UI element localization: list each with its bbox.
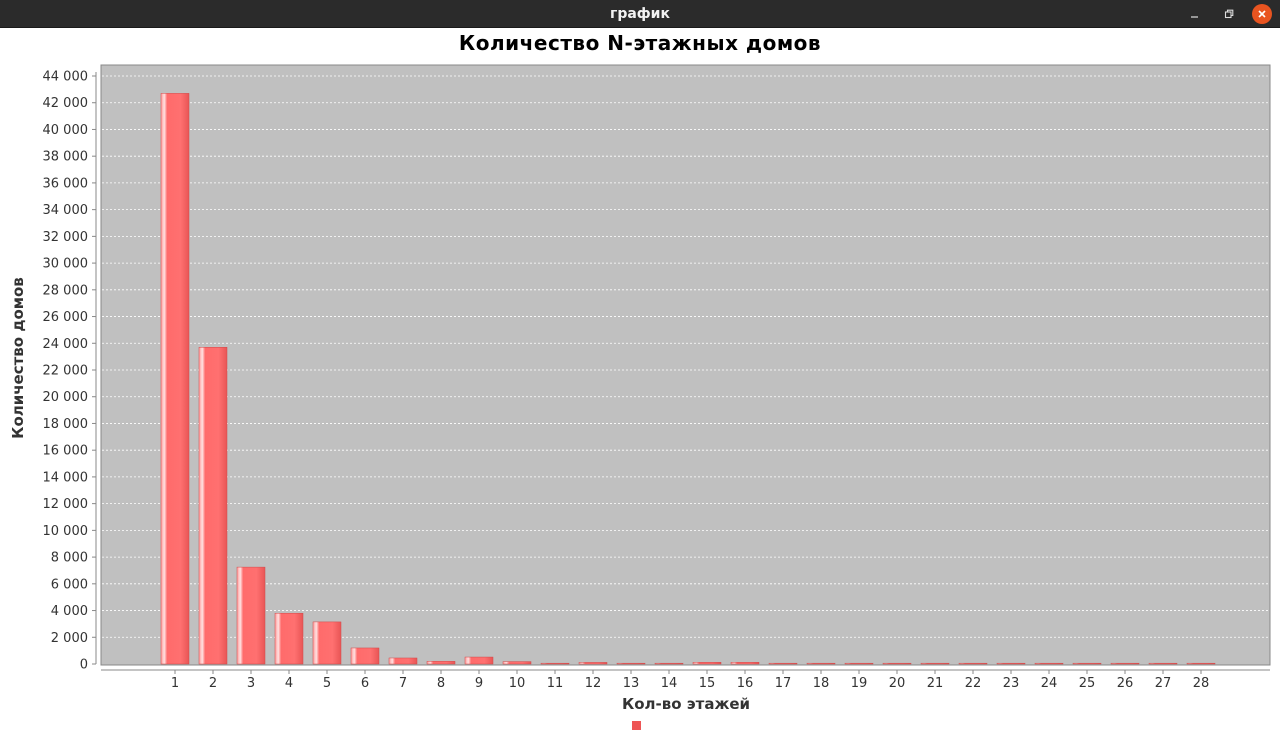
x-tick-label: 10 [509, 676, 526, 691]
x-tick-label: 5 [323, 676, 331, 691]
bar [1072, 662, 1102, 665]
y-tick-label: 16 000 [43, 444, 89, 459]
x-tick-label: 26 [1117, 676, 1134, 691]
bar [806, 662, 836, 665]
bar [388, 657, 418, 665]
x-tick-label: 11 [547, 676, 564, 691]
bar [578, 662, 608, 665]
bar [274, 612, 304, 665]
x-tick-label: 28 [1193, 676, 1210, 691]
x-tick-label: 21 [927, 676, 944, 691]
y-tick-label: 30 000 [43, 257, 89, 272]
bar [198, 347, 228, 665]
window-titlebar: график [0, 0, 1280, 28]
y-tick-label: 20 000 [43, 390, 89, 405]
y-tick-label: 2 000 [51, 631, 88, 646]
y-tick-label: 24 000 [43, 337, 89, 352]
y-tick-label: 26 000 [43, 310, 89, 325]
y-tick-label: 22 000 [43, 364, 89, 379]
y-axis: 0 2 000 4 000 6 000 8 000 10 000 12 000 14 000 1… [43, 70, 97, 673]
x-axis: 1 2 3 4 5 6 7 8 9 10 11 12 13 14 15 16 17 18 19 20 21 22 23 24 2… [101, 669, 1270, 691]
y-tick-label: 6 000 [51, 577, 88, 592]
bar [1034, 662, 1064, 665]
x-tick-label: 27 [1155, 676, 1172, 691]
x-tick-label: 12 [585, 676, 602, 691]
y-tick-label: 0 [80, 658, 88, 673]
bar [882, 662, 912, 665]
minimize-button[interactable] [1178, 0, 1212, 27]
x-tick-label: 1 [171, 676, 179, 691]
x-tick-label: 6 [361, 676, 369, 691]
bar [1110, 662, 1140, 665]
bar [426, 661, 456, 665]
window-title: график [610, 5, 670, 22]
bar [920, 662, 950, 665]
x-tick-label: 4 [285, 676, 293, 691]
y-tick-label: 42 000 [43, 96, 89, 111]
bars [160, 93, 1216, 665]
bar [654, 662, 684, 665]
x-tick-label: 8 [437, 676, 445, 691]
x-axis-label: Кол-во этажей [622, 695, 750, 713]
legend-swatch [632, 721, 641, 730]
minimize-icon [1191, 15, 1198, 18]
y-tick-label: 10 000 [43, 524, 89, 539]
x-tick-label: 20 [889, 676, 906, 691]
window-controls [1178, 0, 1280, 27]
x-tick-label: 14 [661, 676, 678, 691]
bar [540, 662, 570, 665]
x-tick-label: 25 [1079, 676, 1096, 691]
y-tick-label: 14 000 [43, 470, 89, 485]
close-button[interactable] [1246, 0, 1280, 27]
y-tick-label: 32 000 [43, 230, 89, 245]
x-tick-label: 17 [775, 676, 792, 691]
x-tick-label: 19 [851, 676, 868, 691]
maximize-icon [1224, 9, 1234, 18]
x-tick-label: 24 [1041, 676, 1058, 691]
bar [844, 662, 874, 665]
x-tick-label: 13 [623, 676, 640, 691]
y-tick-label: 36 000 [43, 176, 89, 191]
maximize-button[interactable] [1212, 0, 1246, 27]
y-tick-label: 28 000 [43, 283, 89, 298]
y-tick-label: 40 000 [43, 123, 89, 138]
y-axis-label: Количество домов [9, 277, 27, 439]
y-tick-label: 4 000 [51, 604, 88, 619]
bar [312, 621, 342, 665]
y-tick-label: 8 000 [51, 551, 88, 566]
y-tick-label: 12 000 [43, 497, 89, 512]
close-icon [1258, 9, 1266, 18]
bar [502, 661, 532, 665]
bar [160, 93, 190, 665]
x-tick-label: 22 [965, 676, 982, 691]
x-tick-label: 9 [475, 676, 483, 691]
x-tick-label: 15 [699, 676, 716, 691]
y-tick-label: 38 000 [43, 150, 89, 165]
bar [768, 662, 798, 665]
grid-lines [102, 75, 1269, 638]
plot-area [100, 64, 1271, 666]
bar [692, 662, 722, 665]
x-tick-label: 2 [209, 676, 217, 691]
bar [350, 647, 380, 665]
x-tick-label: 16 [737, 676, 754, 691]
x-tick-label: 23 [1003, 676, 1020, 691]
x-tick-label: 3 [247, 676, 255, 691]
x-tick-label: 7 [399, 676, 407, 691]
bar [730, 662, 760, 665]
x-tick-label: 18 [813, 676, 830, 691]
bar [1148, 662, 1178, 665]
bar [464, 656, 494, 665]
y-tick-label: 18 000 [43, 417, 89, 432]
bar [958, 662, 988, 665]
bar [616, 662, 646, 665]
bar [1186, 662, 1216, 665]
chart-title: Количество N-этажных домов [458, 31, 822, 55]
bar [996, 662, 1026, 665]
bar [236, 566, 266, 665]
y-tick-label: 34 000 [43, 203, 89, 218]
y-tick-label: 44 000 [43, 70, 89, 85]
